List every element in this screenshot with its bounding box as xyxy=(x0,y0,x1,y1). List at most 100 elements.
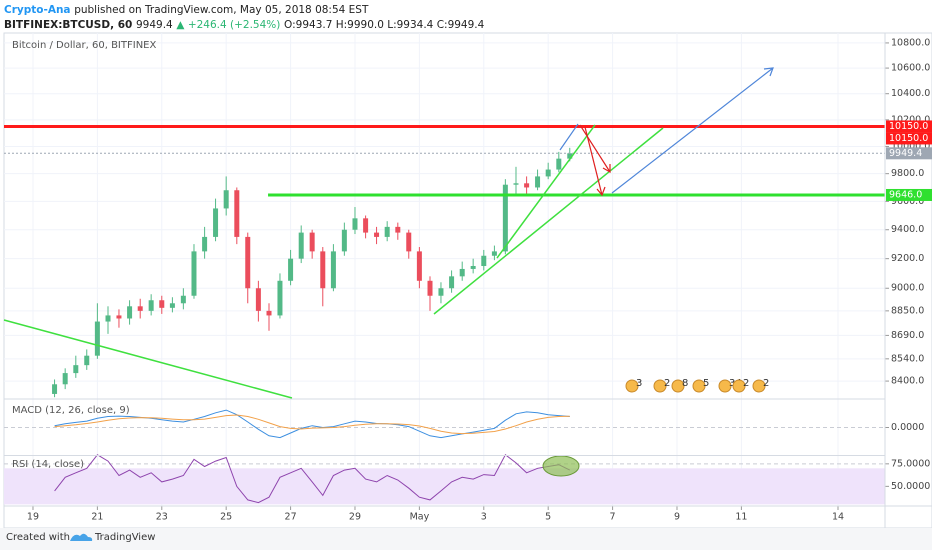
candle-body xyxy=(513,183,519,185)
candle-body xyxy=(288,258,294,281)
candle-body xyxy=(416,251,422,281)
candle-body xyxy=(191,251,197,296)
candle-body xyxy=(245,236,251,289)
candle-body xyxy=(62,373,68,385)
price-label: 10150.0 xyxy=(889,121,928,132)
candle-body xyxy=(255,288,261,311)
x-tick-label: 9 xyxy=(674,512,680,523)
footer-created: Created with xyxy=(6,532,70,543)
x-tick-label: 21 xyxy=(91,512,103,523)
candle-body xyxy=(320,251,326,289)
candle-body xyxy=(180,295,186,304)
candle-body xyxy=(223,190,229,209)
candle-body xyxy=(169,303,175,308)
event-count: 8 xyxy=(682,378,688,389)
event-count: 3 xyxy=(636,378,642,389)
candle-body xyxy=(556,158,562,170)
price-label-box xyxy=(886,188,932,201)
x-tick-label: 25 xyxy=(220,512,232,523)
y-tick-label: 10000.0 xyxy=(891,141,930,152)
x-tick-label: 7 xyxy=(610,512,616,523)
event-count: 2 xyxy=(763,378,769,389)
projection xyxy=(579,124,611,173)
x-tick-label: 29 xyxy=(349,512,361,523)
header-line-1: Crypto-Ana published on TradingView.com,… xyxy=(4,4,369,16)
arrow-head xyxy=(596,186,606,197)
y-tick-label: 10600.0 xyxy=(891,63,930,74)
event-count: 2 xyxy=(743,378,749,389)
y-tick-label: 0.0000 xyxy=(891,422,924,433)
y-tick-label: 9000.0 xyxy=(891,283,924,294)
candle-body xyxy=(502,184,508,252)
projection xyxy=(584,126,603,196)
x-tick-label: 19 xyxy=(27,512,39,523)
footer xyxy=(0,528,932,550)
candle-body xyxy=(374,232,380,237)
candle-body xyxy=(330,251,336,289)
x-tick-label: 27 xyxy=(285,512,297,523)
x-tick-label: 14 xyxy=(832,512,844,523)
y-tick-label: 8400.0 xyxy=(891,376,924,387)
x-tick-label: 5 xyxy=(545,512,551,523)
series-line xyxy=(54,454,571,504)
candle-body xyxy=(470,266,476,269)
candle-body xyxy=(491,251,497,256)
change: ▲ +246.4 (+2.54%) xyxy=(176,19,280,31)
candle-body xyxy=(148,300,154,311)
candle-body xyxy=(52,384,58,394)
author[interactable]: Crypto-Ana xyxy=(4,4,71,16)
trend-line xyxy=(433,127,664,315)
candle-body xyxy=(395,226,401,233)
candle-body xyxy=(352,218,358,230)
last: 9949.4 xyxy=(136,19,173,31)
x-tick-label: 3 xyxy=(481,512,487,523)
event-icon xyxy=(752,379,766,393)
y-tick-label: 8850.0 xyxy=(891,305,924,316)
candle-body xyxy=(159,300,165,308)
price-pane-title: Bitcoin / Dollar, 60, BITFINEX xyxy=(12,40,156,51)
candle-body xyxy=(535,176,541,188)
price-label-box xyxy=(886,120,932,133)
y-tick-label: 10200.0 xyxy=(891,114,930,125)
header-line-2: BITFINEX:BTCUSD, 60 9949.4 ▲ +246.4 (+2.… xyxy=(4,19,485,31)
x-tick-label: 23 xyxy=(156,512,168,523)
y-tick-label: 50.0000 xyxy=(891,481,930,492)
candle-body xyxy=(277,280,283,316)
drawings xyxy=(3,67,774,477)
candle-body xyxy=(73,365,79,374)
price-label-box xyxy=(886,147,932,160)
candle-body xyxy=(298,232,304,259)
candle-body xyxy=(234,190,240,237)
rsi-pane-title: RSI (14, close) xyxy=(12,459,84,470)
candle-body xyxy=(341,229,347,252)
candle-body xyxy=(127,306,133,319)
event-icon xyxy=(625,379,639,393)
candle-body xyxy=(524,183,530,188)
candle-body xyxy=(384,226,390,237)
candle-body xyxy=(438,288,444,296)
candle-body xyxy=(213,208,219,237)
candle-body xyxy=(567,153,573,159)
event-icon xyxy=(732,379,746,393)
event-icon xyxy=(692,379,706,393)
candle-body xyxy=(84,355,90,366)
grid: 19 21 23 25 27 29 May 3 5 7 9 11 148400.08540.08690.… xyxy=(4,33,930,523)
series-line xyxy=(54,414,570,435)
events: 32853422 xyxy=(625,378,769,393)
footer-brand[interactable]: TradingView xyxy=(94,532,155,543)
projection xyxy=(559,123,579,151)
trend-line xyxy=(496,124,596,259)
candle-body xyxy=(202,236,208,252)
candle-body xyxy=(406,232,412,252)
macd-pane-title: MACD (12, 26, close, 9) xyxy=(12,405,130,416)
x-tick-label: May xyxy=(410,512,430,523)
y-tick-label: 9800.0 xyxy=(891,168,924,179)
y-tick-label: 75.0000 xyxy=(891,458,930,469)
event-icon xyxy=(718,379,732,393)
arrow-head xyxy=(763,67,774,77)
price-label: 10150.0 xyxy=(889,133,928,144)
highlight xyxy=(542,455,580,477)
